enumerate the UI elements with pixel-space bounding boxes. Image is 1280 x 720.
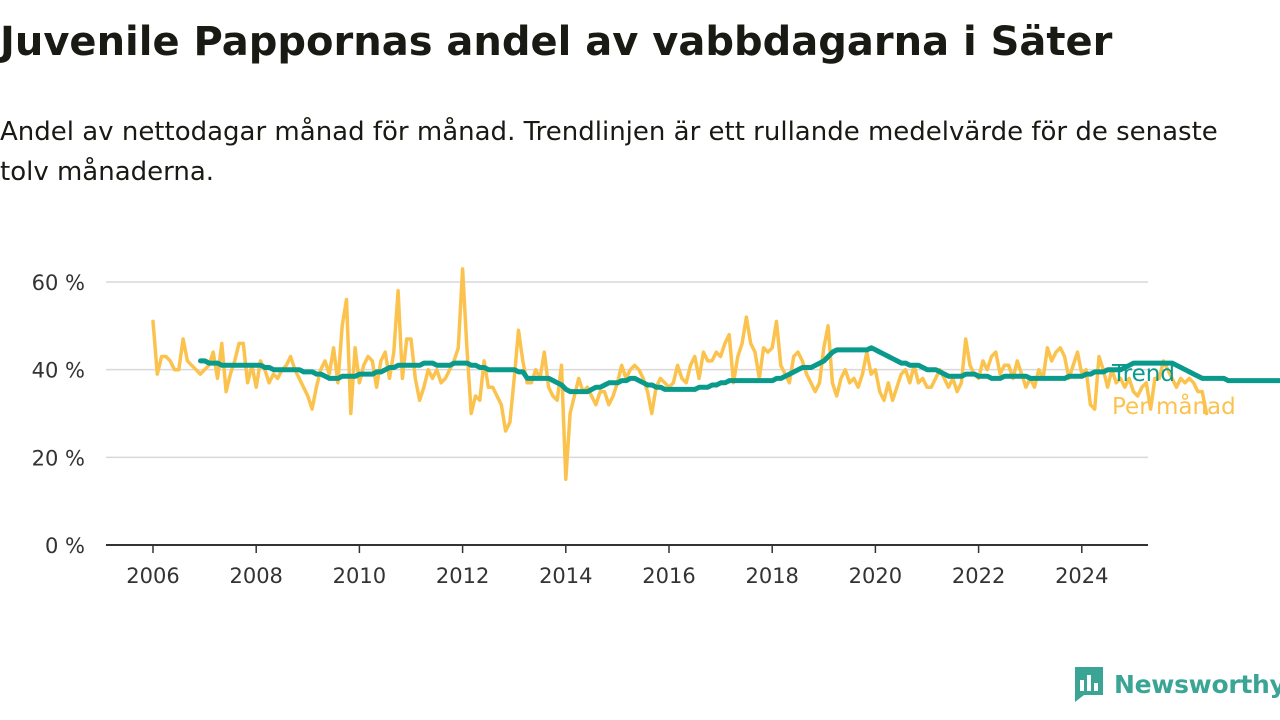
y-tick-label: 0 % <box>45 534 85 558</box>
x-tick-label: 2006 <box>126 564 179 588</box>
page-title: Juvenile Pappornas andel av vabbdagarna … <box>0 19 1113 65</box>
x-axis: 2006 2008 2010 2012 2014 2016 2018 2020 2022 2024 <box>106 544 1148 588</box>
y-tick-label: 60 % <box>32 271 85 295</box>
legend-label-per-manad: Per månad <box>1112 392 1236 420</box>
x-tick-label: 2018 <box>745 564 798 588</box>
x-tick-label: 2014 <box>539 564 592 588</box>
x-tick-label: 2008 <box>229 564 282 588</box>
y-tick-label: 20 % <box>32 446 85 470</box>
gridlines <box>106 281 1148 459</box>
newsworthy-logo: Newsworthy <box>1072 664 1280 704</box>
series-line-trend <box>198 345 1280 395</box>
y-tick-label: 40 % <box>32 359 85 383</box>
x-tick-label: 2022 <box>952 564 1005 588</box>
x-tick-label: 2020 <box>849 564 902 588</box>
page-subtitle: Andel av nettodagar månad för månad. Tre… <box>0 117 1218 187</box>
x-tick-label: 2010 <box>333 564 386 588</box>
inline-legend: Per månad Trend <box>1111 361 1236 420</box>
legend-label-trend: Trend <box>1111 361 1175 387</box>
x-tick-label: 2012 <box>436 564 489 588</box>
line-chart: 0 % 20 % 40 % 60 % 2006 2008 2010 2012 2014 2016… <box>32 267 1280 588</box>
bar-chart-speech-bubble-icon <box>1075 667 1103 702</box>
x-tick-label: 2024 <box>1055 564 1108 588</box>
y-axis-ticks: 0 % 20 % 40 % 60 % <box>32 271 85 558</box>
series-lines <box>151 267 1280 482</box>
x-tick-label: 2016 <box>642 564 695 588</box>
brand-name: Newsworthy <box>1114 669 1280 699</box>
